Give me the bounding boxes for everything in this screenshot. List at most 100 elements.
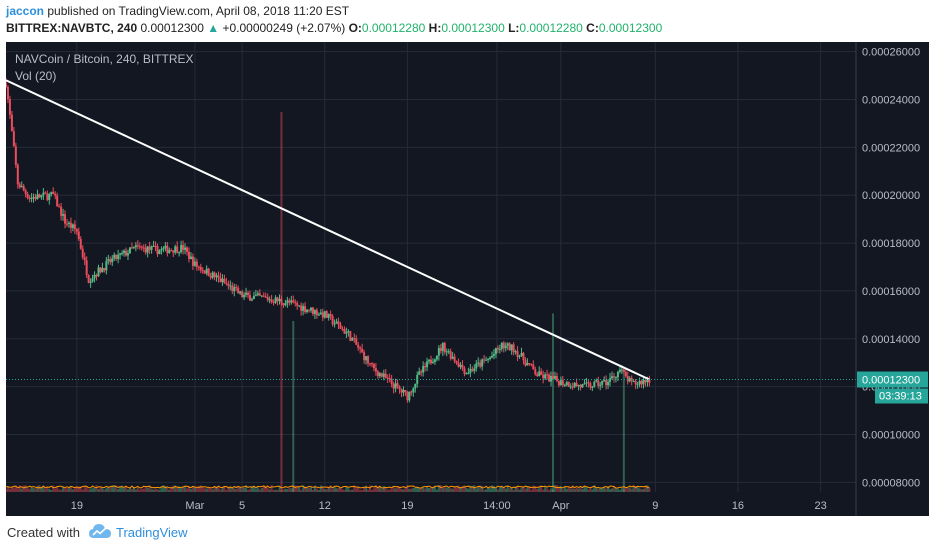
candle-body (487, 358, 490, 360)
candle-body (160, 248, 163, 251)
candle-body (353, 338, 356, 340)
volume-bar (10, 486, 13, 492)
volume-bar (439, 485, 442, 492)
candle-body (341, 328, 344, 330)
candle-body (16, 164, 19, 185)
price-axis-label: 0.00022000 (862, 142, 920, 154)
candle-body (363, 352, 366, 361)
candle-body (119, 253, 122, 255)
candle-body (62, 214, 65, 216)
candle-body (97, 267, 100, 277)
candle-body (73, 224, 76, 230)
volume-bar (455, 487, 458, 492)
volume-bar (306, 488, 309, 492)
candle-body (392, 383, 395, 389)
candle-body (426, 361, 429, 368)
candle-body (479, 362, 482, 367)
candle-body (506, 343, 509, 346)
volume-bar (248, 488, 251, 492)
volume-bar (611, 488, 614, 492)
candle-body (186, 247, 189, 252)
volume-bar (496, 489, 499, 492)
close-label: C: (586, 21, 599, 35)
volume-bar (243, 487, 246, 492)
volume-bar (644, 486, 647, 492)
candle-body (195, 261, 198, 267)
volume-bar (288, 487, 291, 492)
candle-body (646, 380, 649, 383)
candle-body (422, 366, 425, 373)
candle-body (65, 223, 68, 225)
candle-body (64, 214, 67, 224)
candle-body (548, 374, 551, 382)
candle-body (241, 291, 244, 298)
volume-bar (339, 487, 342, 492)
candle-body (636, 384, 639, 386)
chart-area[interactable]: 0.00026000 0.00024000 0.00022000 0.00020000… (6, 42, 929, 516)
volume-bar (298, 486, 301, 492)
candle-body (579, 385, 582, 388)
published-text: published on TradingView.com, April 08, … (47, 4, 350, 18)
volume-bar (276, 489, 279, 492)
volume-bar (89, 489, 92, 492)
candle-body (357, 344, 360, 348)
candle-body (451, 356, 454, 359)
volume-bar (111, 485, 114, 492)
candle-body (290, 300, 293, 303)
volume-bar (573, 488, 576, 492)
volume-bar (561, 489, 564, 492)
candle-body (128, 247, 131, 254)
volume-bar (40, 487, 43, 492)
candle-body (142, 247, 145, 249)
volume-bar (351, 489, 354, 492)
candle-body (109, 259, 112, 263)
volume-spike (622, 370, 625, 492)
volume-bar (247, 489, 250, 492)
volume-bar (119, 485, 122, 492)
candle-body (144, 247, 147, 253)
candle-body (284, 303, 287, 306)
candle-body (24, 190, 27, 194)
candle-body (243, 294, 246, 298)
volume-bar (469, 485, 472, 492)
volume-bar (77, 486, 80, 492)
volume-bar (280, 489, 283, 492)
volume-bar (589, 488, 592, 492)
volume-bar (593, 485, 596, 492)
candle-body (178, 252, 181, 254)
candle-body (270, 299, 273, 302)
volume-bar (18, 485, 21, 492)
candle-body (313, 310, 316, 314)
candle-body (256, 293, 259, 295)
candle-body (520, 352, 523, 356)
candle-body (591, 386, 594, 388)
volume-bar (359, 489, 362, 492)
volume-bar (390, 488, 393, 492)
candle-body (152, 245, 155, 247)
volume-bar (302, 485, 305, 492)
candle-body (622, 369, 625, 372)
volume-bar (219, 489, 222, 492)
tradingview-brand-link[interactable]: TradingView (116, 525, 188, 540)
low-label: L: (508, 21, 520, 35)
tradingview-cloud-icon[interactable] (88, 523, 112, 541)
volume-bar (512, 489, 515, 492)
candle-body (618, 369, 621, 372)
candle-body (583, 383, 586, 385)
volume-bar (199, 485, 202, 492)
chart-legend-title[interactable]: NAVCoin / Bitcoin, 240, BITTREX (15, 52, 194, 66)
candle-body (347, 331, 350, 333)
author-link[interactable]: jaccon (6, 4, 45, 18)
price-chart-canvas[interactable]: 0.00026000 0.00024000 0.00022000 0.00020000… (6, 42, 929, 516)
candle-body (589, 383, 592, 388)
volume-bar (294, 485, 297, 492)
volume-bar (290, 488, 293, 492)
candle-body (315, 310, 318, 316)
volume-bar (235, 489, 238, 492)
volume-legend[interactable]: Vol (20) (15, 69, 57, 83)
close-value: 0.00012300 (598, 21, 663, 35)
volume-bar (225, 489, 228, 492)
candle-body (595, 380, 598, 382)
volume-bar (36, 485, 39, 492)
volume-bar (213, 487, 216, 492)
